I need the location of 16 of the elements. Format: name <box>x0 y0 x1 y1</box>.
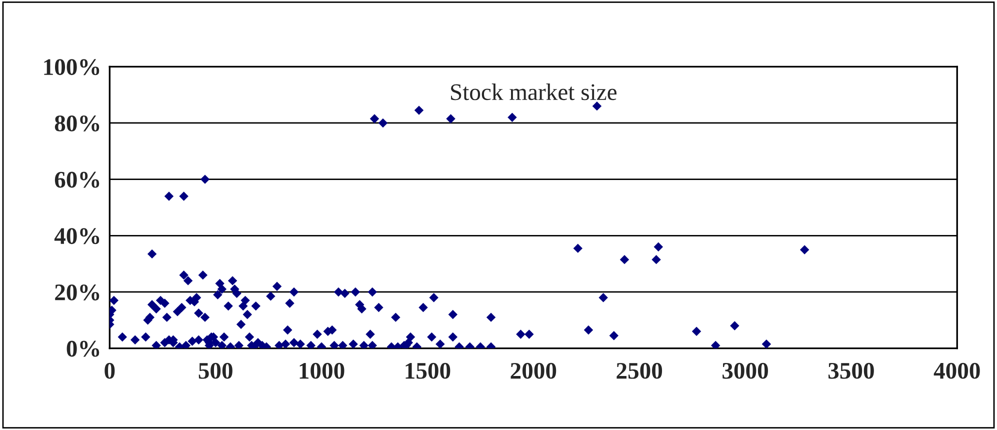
x-tick-label: 2500 <box>616 362 662 379</box>
x-tick-label: 0 <box>104 362 115 379</box>
x-tick-label: 3500 <box>828 362 874 379</box>
x-tick-label: 1000 <box>300 362 344 379</box>
y-tick-label: 20% <box>55 284 100 300</box>
x-tick-label: 500 <box>198 362 232 379</box>
y-tick-label: 60% <box>54 172 100 188</box>
y-tick-label: 40% <box>54 228 100 244</box>
x-tick-label: 4000 <box>934 362 980 379</box>
text: Stock market size <box>451 84 616 100</box>
y-tick-label: 0% <box>66 340 100 357</box>
y-tick-label: 80% <box>54 115 100 132</box>
y-tick-label: 100% <box>44 59 100 76</box>
x-tick-label: 1500 <box>406 362 450 379</box>
x-tick-label: 2000 <box>510 362 556 379</box>
x-tick-label: 3000 <box>722 362 768 379</box>
